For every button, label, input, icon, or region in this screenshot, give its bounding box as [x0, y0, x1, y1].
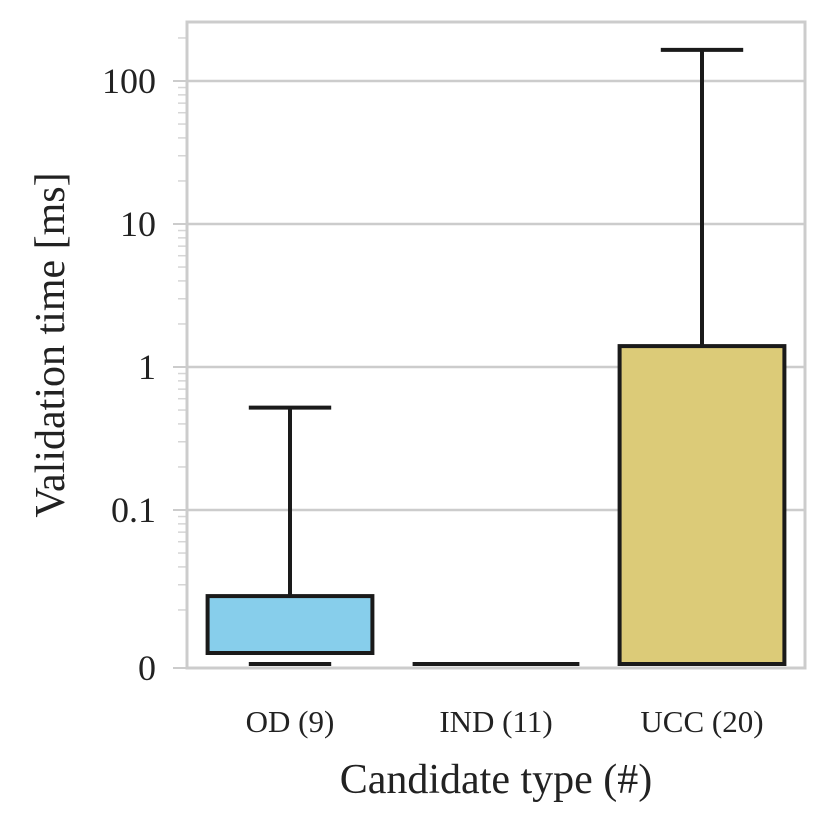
- x-tick-label: OD (9): [246, 704, 335, 739]
- box-iqr: [617, 344, 787, 666]
- plot-frame: [185, 20, 807, 670]
- box-0: [205, 405, 375, 666]
- x-tick-label: UCC (20): [640, 704, 763, 739]
- box-2: [617, 47, 787, 666]
- x-axis-title: Candidate type (#): [340, 757, 653, 803]
- box-iqr: [205, 594, 375, 656]
- box-iqr: [412, 662, 580, 666]
- y-tick-label: 10: [120, 204, 156, 244]
- boxes: [205, 47, 787, 666]
- y-tick-label: 0: [138, 648, 156, 688]
- y-tick-labels: 0 0.1 1 10 100: [102, 61, 156, 688]
- y-axis-title: Validation time [ms]: [28, 172, 74, 517]
- y-tick-label: 100: [102, 61, 156, 101]
- y-tick-label: 1: [138, 347, 156, 387]
- y-tick-label: 0.1: [111, 490, 156, 530]
- x-tick-label: IND (11): [439, 704, 552, 739]
- box-1: [412, 662, 580, 666]
- x-tick-labels: OD (9) IND (11) UCC (20): [246, 704, 764, 739]
